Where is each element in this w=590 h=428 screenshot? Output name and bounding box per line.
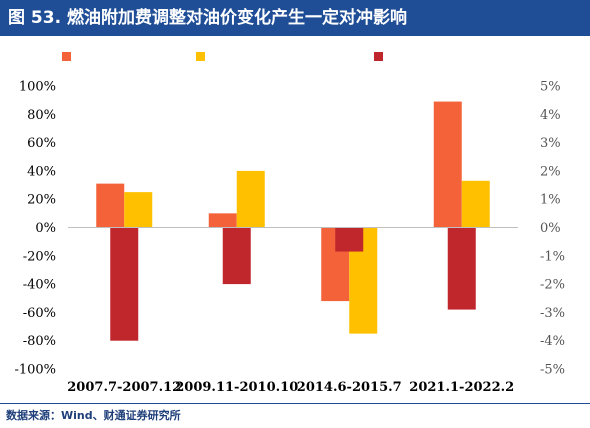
chart-area: -100% -80% -60% -40% -20% 0% 20% 40% 60% 80% 100% -… <box>0 36 590 402</box>
bar-series-2 <box>236 170 265 228</box>
y-left-tick-label: -100% <box>14 363 56 378</box>
y-right-tick-label: 5% <box>540 80 561 95</box>
legend-swatch-1 <box>62 52 71 61</box>
y-right-tick-label: -4% <box>540 334 565 349</box>
bar-series-2 <box>124 192 153 228</box>
y-left-tick-label: -20% <box>23 249 56 264</box>
bar-series-1 <box>96 183 125 228</box>
y-right-tick-label: 3% <box>540 136 561 151</box>
y-right-tick-label: -1% <box>540 249 565 264</box>
legend-swatch-2 <box>196 52 205 61</box>
y-left-tick-label: -60% <box>23 306 56 321</box>
figure-title: 图 53. 燃油附加费调整对油价变化产生一定对冲影响 <box>8 8 407 28</box>
y-right-tick-label: -3% <box>540 306 565 321</box>
y-right-tick-label: 0% <box>540 221 561 236</box>
x-category-label: 2021.1-2022.2 <box>409 380 514 395</box>
y-right-tick-label: 1% <box>540 193 561 208</box>
x-category-label: 2007.7-2007.12 <box>67 380 181 395</box>
footer-rule <box>0 403 590 404</box>
bar-series-3 <box>335 227 364 252</box>
y-left-tick-label: -40% <box>23 278 56 293</box>
bar-chart: -100% -80% -60% -40% -20% 0% 20% 40% 60% 80% 100% -… <box>14 52 565 395</box>
y-left-tick-label: 100% <box>19 80 56 95</box>
bar-series-3 <box>110 227 139 341</box>
bar-series-3 <box>222 227 251 285</box>
y-left-tick-label: 80% <box>27 108 56 123</box>
y-left-tick-label: 20% <box>27 193 56 208</box>
legend-swatch-3 <box>374 52 383 61</box>
bar-series-2 <box>461 180 490 228</box>
y-left-tick-label: 0% <box>35 221 56 236</box>
y-right-tick-label: 4% <box>540 108 561 123</box>
bar-series-1 <box>433 101 462 228</box>
y-left-tick-label: 40% <box>27 164 56 179</box>
bar-series-1 <box>208 213 237 228</box>
title-bar: 图 53. 燃油附加费调整对油价变化产生一定对冲影响 <box>0 0 590 36</box>
source-note: 数据来源：Wind、财通证券研究所 <box>6 409 181 422</box>
x-category-label: 2014.6-2015.7 <box>297 380 402 395</box>
y-right-tick-label: 2% <box>540 164 561 179</box>
y-left-tick-label: -80% <box>23 334 56 349</box>
x-category-label: 2009.11-2010.10 <box>175 380 298 395</box>
y-left-tick-label: 60% <box>27 136 56 151</box>
y-right-tick-label: -2% <box>540 278 565 293</box>
y-right-tick-label: -5% <box>540 363 565 378</box>
bar-series-3 <box>447 227 476 310</box>
